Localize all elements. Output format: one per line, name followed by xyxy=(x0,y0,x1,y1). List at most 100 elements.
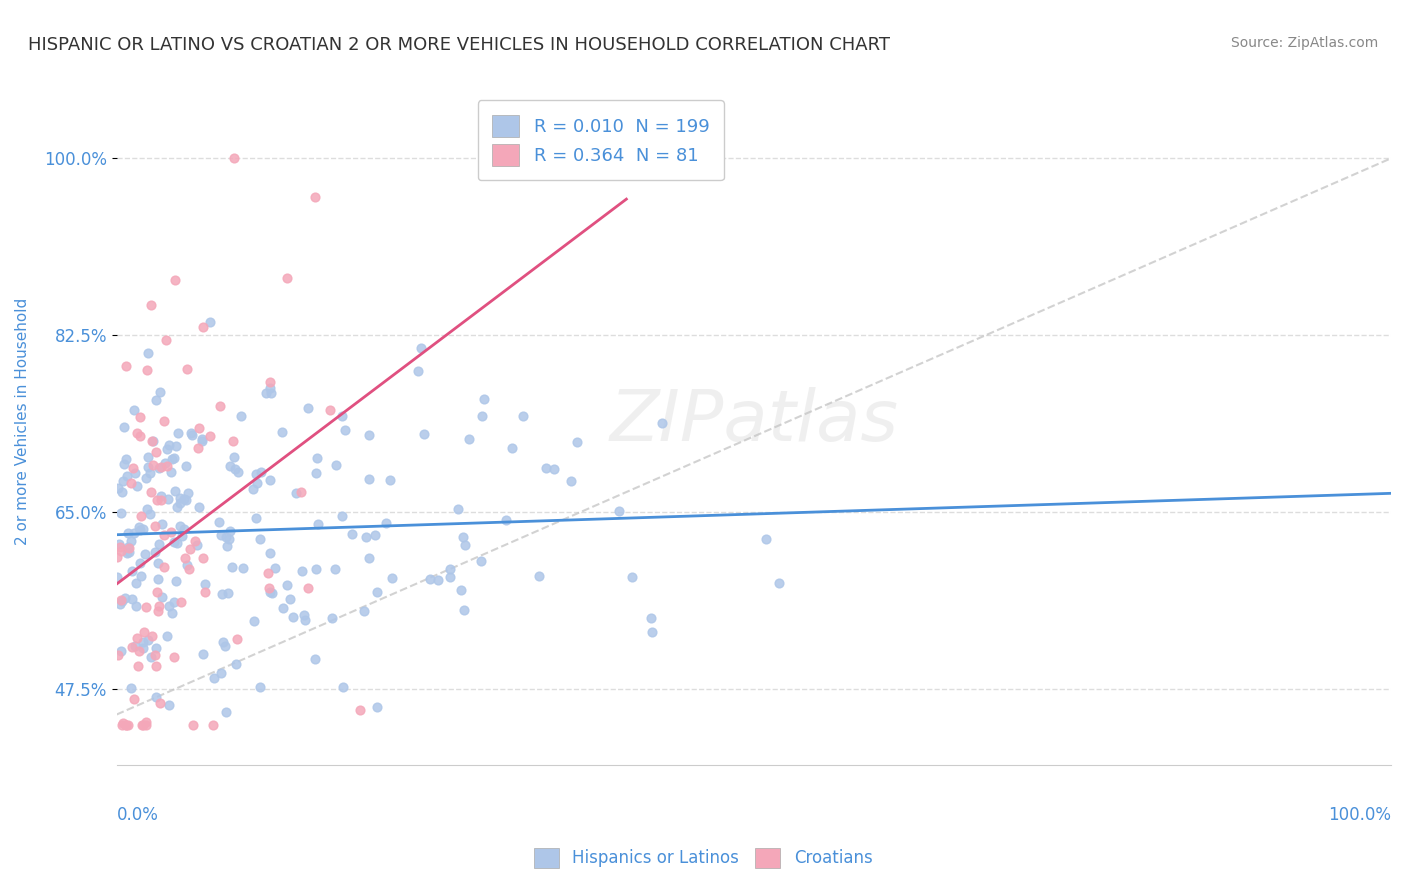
Point xyxy=(114,717,136,731)
Point xyxy=(173,491,195,506)
Point xyxy=(159,438,181,452)
Point xyxy=(141,629,163,643)
Point xyxy=(330,509,353,524)
Point xyxy=(125,479,148,493)
Point xyxy=(115,546,138,560)
Point xyxy=(264,560,287,574)
Point xyxy=(153,528,176,542)
Point xyxy=(112,458,135,472)
Point xyxy=(160,465,183,479)
Point xyxy=(166,535,188,549)
Point xyxy=(256,566,278,581)
Point xyxy=(194,585,217,599)
Point xyxy=(439,570,461,584)
Point xyxy=(378,473,401,487)
Point xyxy=(447,501,470,516)
Point xyxy=(211,587,233,601)
Point xyxy=(108,597,131,611)
Point xyxy=(191,434,214,448)
Point xyxy=(117,526,139,541)
Point xyxy=(332,680,354,694)
Point xyxy=(136,502,159,516)
Point xyxy=(146,603,169,617)
Point xyxy=(307,516,329,531)
Point xyxy=(450,583,472,598)
Point xyxy=(114,451,136,466)
Point xyxy=(145,640,167,655)
Point xyxy=(121,640,143,654)
Point xyxy=(156,629,179,643)
Point xyxy=(184,534,207,549)
Point xyxy=(145,392,167,407)
Point xyxy=(512,409,534,424)
Point xyxy=(165,483,187,498)
Point xyxy=(148,572,170,586)
Point xyxy=(134,625,156,640)
Point xyxy=(145,690,167,704)
Point xyxy=(254,386,277,401)
Point xyxy=(139,466,162,480)
Point xyxy=(260,386,283,401)
Point xyxy=(191,320,214,334)
Point xyxy=(152,517,174,532)
Point xyxy=(167,425,190,440)
Point xyxy=(131,522,153,536)
Point xyxy=(145,659,167,673)
Point xyxy=(163,650,186,665)
Text: Source: ZipAtlas.com: Source: ZipAtlas.com xyxy=(1230,36,1378,50)
Point xyxy=(290,485,312,500)
Point xyxy=(110,644,132,658)
Point xyxy=(245,511,267,525)
Point xyxy=(495,513,517,527)
Point xyxy=(111,716,134,731)
Point xyxy=(208,515,231,529)
Point xyxy=(202,717,225,731)
Point xyxy=(136,633,159,648)
Point xyxy=(148,599,170,613)
Point xyxy=(304,189,326,203)
Point xyxy=(150,590,173,604)
Point xyxy=(127,658,149,673)
Point xyxy=(139,650,162,665)
Point xyxy=(225,632,247,646)
Point xyxy=(249,680,271,694)
Point xyxy=(148,536,170,550)
Point xyxy=(143,518,166,533)
Point xyxy=(134,548,156,562)
Point xyxy=(501,441,523,455)
Point xyxy=(357,551,380,566)
Point xyxy=(641,624,664,639)
Point xyxy=(212,634,235,648)
Point xyxy=(321,610,343,624)
Point xyxy=(107,648,129,662)
Point xyxy=(135,717,157,731)
Point xyxy=(297,401,319,415)
Point xyxy=(149,489,172,503)
Point xyxy=(291,564,314,578)
Point xyxy=(110,544,132,558)
Point xyxy=(135,714,157,729)
Point xyxy=(409,342,432,356)
Point xyxy=(259,375,281,389)
Point xyxy=(132,641,155,656)
Point xyxy=(173,522,195,536)
Point xyxy=(451,529,474,543)
Point xyxy=(259,473,281,487)
Point xyxy=(191,647,214,661)
Point xyxy=(191,551,214,566)
Point xyxy=(366,699,388,714)
Point xyxy=(160,607,183,621)
Point xyxy=(111,594,134,608)
Point xyxy=(354,530,377,544)
Point xyxy=(188,500,211,515)
Point xyxy=(472,392,495,406)
Point xyxy=(214,640,236,654)
Point xyxy=(325,458,347,473)
Point xyxy=(136,346,159,360)
Point xyxy=(225,657,247,672)
Point xyxy=(209,528,232,542)
Point xyxy=(157,698,180,712)
Point xyxy=(122,402,145,417)
Point xyxy=(565,435,588,450)
Point xyxy=(194,577,217,591)
